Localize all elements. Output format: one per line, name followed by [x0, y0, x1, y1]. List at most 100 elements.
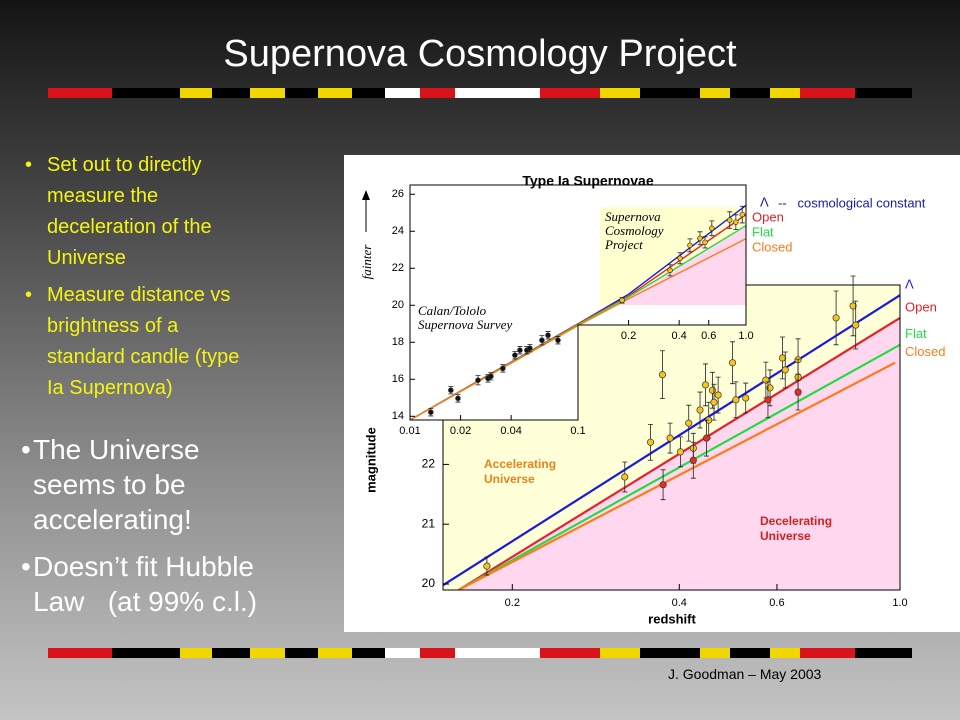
- region-label: Decelerating: [760, 514, 832, 528]
- stripe: [640, 648, 700, 658]
- stripe: [700, 88, 730, 98]
- data-point: [778, 354, 787, 362]
- data-point: [621, 473, 629, 481]
- line-text: Doesn’t fit Hubble: [33, 551, 255, 582]
- data-point: [697, 235, 703, 242]
- data-point: [832, 314, 840, 322]
- y-axis-label: magnitude: [363, 427, 378, 493]
- data-point: [766, 384, 774, 392]
- data-point: [852, 321, 860, 329]
- stripe: [385, 88, 420, 98]
- y-tick-label: 20: [422, 576, 436, 590]
- data-point: [555, 337, 561, 343]
- stripe: [800, 88, 855, 98]
- line-text: deceleration of the: [47, 216, 212, 238]
- stripe: [48, 88, 112, 98]
- scp-decelerating: [613, 225, 746, 305]
- data-point: [500, 365, 506, 372]
- stripe: [318, 648, 352, 658]
- data-point: [696, 406, 704, 414]
- line-text: accelerating!: [33, 504, 192, 535]
- line-text: standard candle (type: [47, 346, 240, 368]
- legend-note: -- cosmological constant: [778, 195, 926, 210]
- stripe: [455, 648, 540, 658]
- stripe: [540, 88, 600, 98]
- stripe: [385, 648, 420, 658]
- stripe: [212, 88, 250, 98]
- y-tick-label: 18: [392, 336, 404, 348]
- stripe: [730, 648, 770, 658]
- data-point: [455, 395, 461, 402]
- region-label: Universe: [760, 529, 811, 543]
- stripe: [318, 88, 352, 98]
- data-point: [709, 225, 715, 232]
- x-tick-label: 0.1: [570, 425, 585, 437]
- stripe: [730, 88, 770, 98]
- y-tick-label: 14: [392, 410, 404, 422]
- annotation: Cosmology: [605, 223, 664, 238]
- data-point: [702, 239, 708, 246]
- data-point: [781, 366, 789, 374]
- stripe: [352, 88, 385, 98]
- annotation: Supernova: [605, 209, 661, 224]
- data-point: [739, 211, 746, 218]
- x-tick-label: 0.4: [671, 330, 686, 342]
- data-point: [646, 438, 655, 446]
- stripe: [250, 648, 285, 658]
- data-point: [512, 352, 518, 358]
- line-text: Set out to directly: [47, 154, 202, 176]
- bullet: Set out to directly measure the decelerati…: [25, 150, 212, 274]
- y-tick-label: 20: [392, 299, 404, 311]
- data-point: [708, 386, 716, 394]
- x-tick-label: 0.2: [505, 597, 520, 609]
- data-point: [685, 419, 693, 427]
- stripe: [250, 88, 285, 98]
- stripes: [48, 88, 912, 658]
- series-line: [410, 238, 746, 420]
- data-point: [733, 219, 739, 225]
- x-tick-label: 0.4: [672, 597, 687, 609]
- line-text: measure the: [47, 185, 159, 207]
- data-point: [545, 332, 551, 339]
- y-tick-label: 22: [422, 457, 436, 471]
- data-point: [726, 217, 733, 223]
- data-point: [619, 297, 625, 304]
- stripe: [770, 88, 800, 98]
- line-text: Measure distance vs: [47, 284, 231, 306]
- data-point: [689, 456, 697, 464]
- y-tick-label: 26: [392, 188, 404, 200]
- x-tick-label: 0.02: [450, 425, 471, 437]
- line-text: Universe: [47, 247, 126, 269]
- legend-label: Closed: [905, 344, 945, 359]
- x-tick-label: 0.01: [399, 425, 420, 437]
- annotation: Calan/Tololo: [418, 303, 487, 318]
- data-point: [667, 267, 673, 274]
- region-label: Universe: [484, 472, 535, 486]
- annotation: Supernova Survey: [418, 317, 512, 332]
- data-point: [428, 409, 434, 415]
- stripe: [770, 648, 800, 658]
- stripe: [855, 88, 912, 98]
- line-text: The Universe: [33, 434, 200, 465]
- stripe: [212, 648, 250, 658]
- data-point: [676, 448, 685, 456]
- stripe: [420, 88, 455, 98]
- stripe: [352, 648, 385, 658]
- x-axis-label: redshift: [648, 611, 696, 626]
- data-point: [658, 371, 666, 379]
- data-point: [794, 388, 802, 396]
- slide-title: Supernova Cosmology Project: [223, 33, 737, 75]
- figure-title: Type Ia Supernovae: [522, 173, 653, 189]
- stripe: [180, 648, 212, 658]
- line-text: Ia Supernova): [47, 377, 173, 399]
- data-point: [714, 391, 722, 399]
- line-text: Law (at 99% c.l.): [33, 586, 258, 617]
- stripe: [420, 648, 455, 658]
- y-tick-label: 24: [392, 225, 404, 237]
- stripe: [540, 648, 600, 658]
- legend-label: Λ: [905, 277, 914, 292]
- stripe: [640, 88, 700, 98]
- x-tick-label: 1.0: [738, 330, 753, 342]
